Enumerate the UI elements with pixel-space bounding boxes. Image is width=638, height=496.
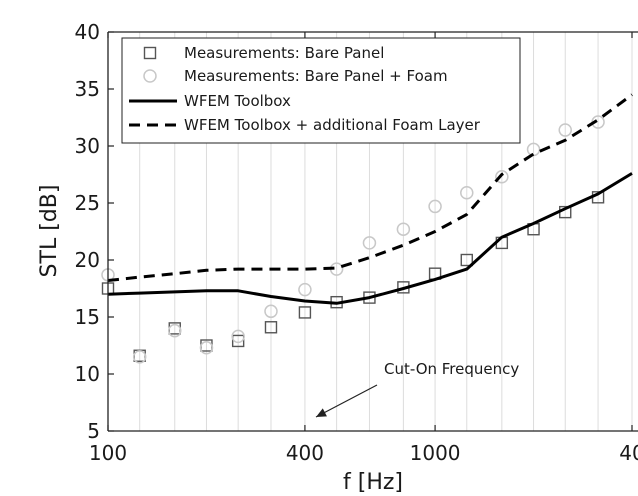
- data-point-bare-panel-foam: [495, 170, 509, 184]
- legend-label: WFEM Toolbox: [184, 92, 291, 110]
- x-axis-label: f [Hz]: [343, 470, 403, 495]
- y-tick-label: 15: [75, 305, 100, 329]
- y-tick-label: 30: [75, 134, 100, 158]
- legend-square-icon: [143, 46, 157, 60]
- data-point-bare-panel-foam: [460, 185, 474, 200]
- legend-box: [121, 37, 521, 144]
- data-point-bare-panel: [298, 306, 312, 319]
- y-tick-label: 35: [75, 77, 100, 101]
- data-point-bare-panel-foam: [231, 329, 245, 344]
- y-tick-label: 5: [87, 419, 100, 443]
- legend-label: Measurements: Bare Panel + Foam: [184, 67, 448, 85]
- y-tick-label: 20: [75, 248, 100, 272]
- x-tick-label: 400: [286, 441, 324, 465]
- data-point-bare-panel-foam: [132, 350, 147, 364]
- cut-on-arrow-head: [316, 408, 327, 417]
- y-tick-label: 10: [75, 362, 100, 386]
- data-point-bare-panel-foam: [199, 341, 214, 355]
- tick-labels: 5 10 15 20 25 30 35 40 100 400 1000 40: [75, 20, 638, 465]
- cut-on-annotation: Cut-On Frequency: [315, 360, 519, 418]
- data-point-bare-panel: [231, 334, 245, 348]
- legend: Measurements: Bare Panel Measurements: Ba…: [121, 37, 521, 144]
- cut-on-label: Cut-On Frequency: [384, 360, 519, 378]
- series-layer: [101, 93, 633, 364]
- y-tick-label: 25: [75, 191, 100, 215]
- legend-circle-icon: [143, 69, 157, 83]
- series-line-wfem: [107, 172, 633, 305]
- data-point-bare-panel-foam: [558, 123, 572, 137]
- y-tick-label: 40: [75, 20, 100, 44]
- data-point-bare-panel-foam: [428, 199, 442, 214]
- x-tick-label: 100: [89, 441, 127, 465]
- legend-label: WFEM Toolbox + additional Foam Layer: [184, 116, 481, 134]
- x-tick-label: 40: [619, 441, 638, 465]
- data-point-bare-panel-foam: [298, 282, 312, 297]
- data-point-bare-panel: [460, 253, 473, 267]
- data-point-bare-panel: [264, 321, 278, 334]
- y-axis-label: STL [dB]: [37, 185, 62, 278]
- cut-on-arrow: [315, 384, 378, 418]
- tick-marks: [107, 31, 633, 432]
- legend-label: Measurements: Bare Panel: [184, 44, 384, 62]
- data-point-bare-panel-foam: [168, 323, 182, 338]
- x-tick-label: 1000: [410, 441, 461, 465]
- data-point-bare-panel-foam: [264, 304, 278, 319]
- axes: [107, 31, 638, 432]
- series-line-wfem-foam: [107, 93, 633, 282]
- data-point-bare-panel-foam: [396, 222, 411, 236]
- data-point-bare-panel-foam: [362, 236, 377, 250]
